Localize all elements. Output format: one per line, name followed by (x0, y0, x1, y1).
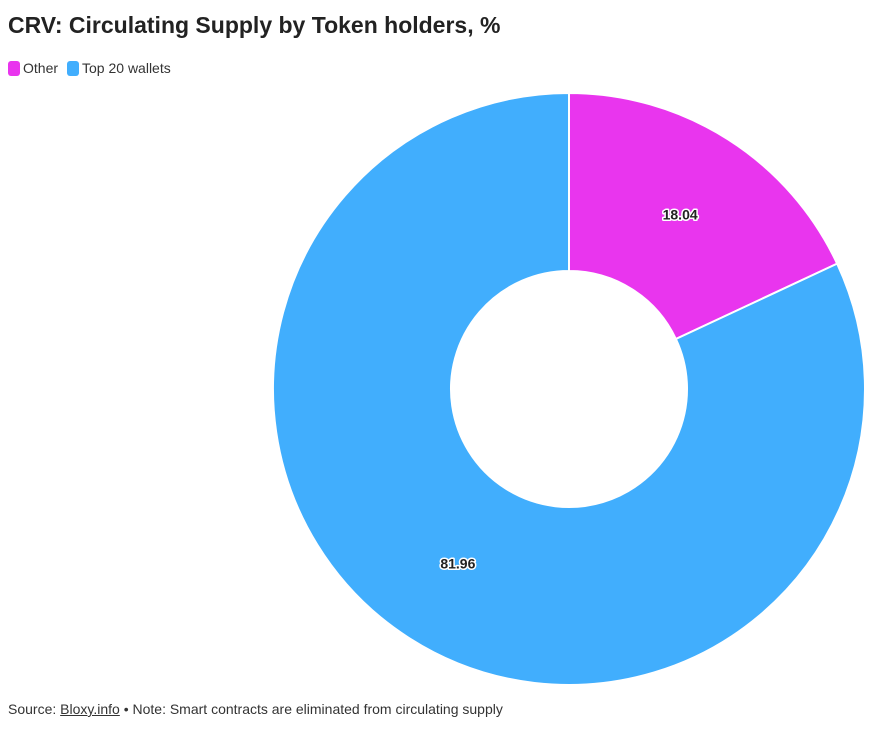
legend-label-other: Other (23, 60, 59, 76)
data-label-top-20-wallets: 81.96 (440, 556, 475, 572)
slice-top-20-wallets[interactable] (272, 91, 866, 686)
legend-label-top-20-wallets: Top 20 wallets (82, 60, 171, 76)
source-prefix: Source: (8, 701, 61, 717)
source-link[interactable]: Bloxy.info (60, 701, 120, 717)
slice-other[interactable] (568, 91, 839, 341)
footer-source: Source: Bloxy.info • Note: Smart contrac… (8, 701, 503, 717)
legend-item-other: Other (8, 60, 58, 76)
chart-title: CRV: Circulating Supply by Token holders… (8, 12, 501, 38)
legend-swatch-top-20-wallets (67, 60, 80, 76)
data-label-other: 18.04 (663, 206, 698, 222)
legend: Other Top 20 wallets (8, 60, 180, 76)
footer-note: • Note: Smart contracts are eliminated f… (119, 701, 503, 717)
legend-item-top-20-wallets: Top 20 wallets (67, 60, 171, 76)
legend-swatch-other (8, 60, 20, 76)
